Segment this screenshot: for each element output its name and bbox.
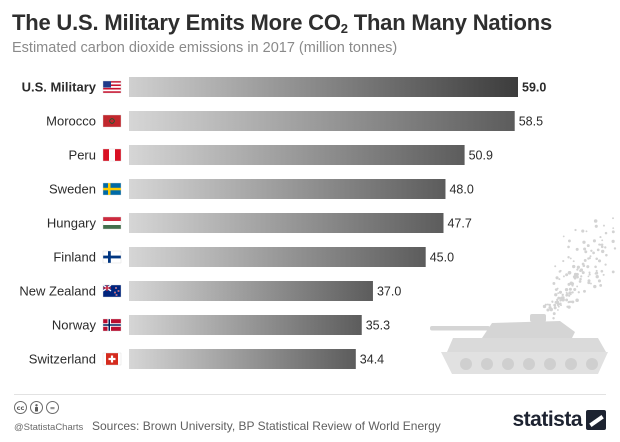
category-label: Sweden [49, 182, 96, 197]
category-label: Norway [52, 318, 97, 333]
bar[interactable] [129, 77, 518, 97]
person-icon[interactable] [30, 401, 43, 414]
bar[interactable] [129, 111, 515, 131]
value-label: 34.4 [360, 353, 384, 367]
footer-divider [14, 394, 606, 395]
chart-title: The U.S. Military Emits More CO2 Than Ma… [12, 10, 552, 36]
switzerland-flag-icon [102, 352, 122, 366]
category-label: New Zealand [19, 284, 96, 299]
statista-wordmark: statista [512, 408, 582, 431]
hungary-flag-icon [102, 216, 122, 230]
value-label: 59.0 [522, 81, 546, 95]
chart-subtitle: Estimated carbon dioxide emissions in 20… [12, 40, 398, 56]
category-label: Morocco [46, 114, 96, 129]
us-flag-icon [102, 80, 122, 94]
equals-icon[interactable]: = [46, 401, 59, 414]
category-label: Peru [69, 148, 96, 163]
finland-flag-icon [102, 250, 122, 264]
norway-flag-icon [102, 318, 122, 332]
bar[interactable] [129, 213, 444, 233]
bar-chart: U.S. Military 59.0 Morocco 58.5 Peru 50.9 Swed… [19, 77, 617, 374]
morocco-flag-icon [102, 114, 122, 128]
category-label: Hungary [47, 216, 97, 231]
cc-icon[interactable]: cc [14, 401, 27, 414]
bar[interactable] [129, 349, 356, 369]
bar[interactable] [129, 315, 362, 335]
statista-logo[interactable]: statista [512, 408, 606, 432]
category-label: Switzerland [29, 352, 96, 367]
category-label: Finland [53, 250, 96, 265]
bar[interactable] [129, 145, 465, 165]
value-label: 47.7 [447, 217, 471, 231]
value-label: 50.9 [469, 149, 493, 163]
value-label: 37.0 [377, 285, 401, 299]
bar[interactable] [129, 247, 426, 267]
sources-text: Sources: Brown University, BP Statistica… [92, 419, 441, 433]
social-handle[interactable]: @StatistaCharts [14, 422, 84, 433]
value-label: 35.3 [366, 319, 390, 333]
value-label: 45.0 [430, 251, 454, 265]
bar[interactable] [129, 281, 373, 301]
tank-silhouette-icon [430, 217, 617, 374]
value-label: 58.5 [519, 115, 543, 129]
bar[interactable] [129, 179, 446, 199]
peru-flag-icon [102, 148, 122, 162]
sweden-flag-icon [102, 182, 122, 196]
value-label: 48.0 [449, 183, 473, 197]
statista-mark-icon [586, 410, 606, 430]
category-label: U.S. Military [22, 80, 97, 95]
license-icons: cc = [14, 401, 59, 414]
new-zealand-flag-icon [102, 284, 122, 298]
bars-layer: U.S. Military 59.0 Morocco 58.5 Peru 50.9 Swed… [19, 77, 546, 369]
